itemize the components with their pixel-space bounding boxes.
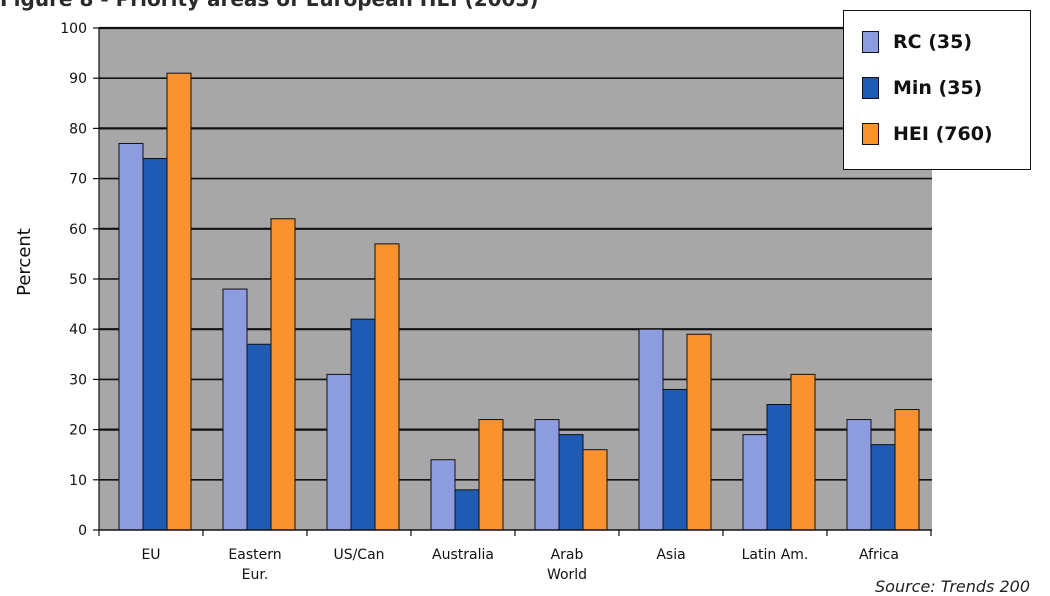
x-tick-label: Africa [859,547,899,563]
bar-min [558,434,584,531]
bar-hei [478,419,504,531]
y-tick-label: 30 [69,372,87,388]
x-tick-label: Arab [551,547,584,563]
legend-swatch-rc [862,31,879,53]
x-tick-label: Australia [432,547,494,563]
bar-rc [430,459,456,531]
y-tick-label: 50 [69,272,87,288]
bar-rc [534,419,560,531]
bar-hei [166,72,192,531]
bar-min [350,318,376,531]
bar-min [662,388,688,531]
legend-item-rc: RC (35) [862,29,972,55]
bar-rc [638,328,664,531]
y-tick-label: 80 [69,121,87,137]
bar-hei [582,449,608,531]
bar-hei [686,333,712,531]
legend-item-min: Min (35) [862,75,982,101]
y-axis: 0 10 20 30 40 50 60 70 80 90 100 [60,21,100,539]
bar-min [766,404,792,531]
y-axis-label: Percent [14,228,35,296]
legend-label-min: Min (35) [893,77,983,99]
y-tick-label: 10 [69,473,87,489]
x-tick-label: Eur. [242,567,269,583]
bar-min [454,489,480,531]
bar-hei [374,243,400,531]
x-tick-label: Asia [656,547,685,563]
bar-hei [270,218,296,531]
y-tick-label: 60 [69,222,87,238]
legend-swatch-min [862,77,879,99]
bar-rc [118,142,144,531]
legend-swatch-hei [862,123,879,145]
y-tick-label: 0 [78,523,87,539]
y-tick-label: 40 [69,322,87,338]
legend-item-hei: HEI (760) [862,121,993,147]
bar-hei [894,409,920,531]
bar-rc [742,434,768,531]
legend-label-hei: HEI (760) [893,123,993,145]
chart-title: Figure 8 - Priority areas of European HE… [0,0,539,11]
x-tick-label: World [547,567,587,583]
bar-rc [222,288,248,531]
bar-hei [790,373,816,531]
bars [118,72,920,531]
y-tick-label: 20 [69,423,87,439]
x-tick-label: Eastern [228,547,281,563]
y-tick-label: 70 [69,172,87,188]
x-axis: EU Eastern Eur. US/Can Australia Arab World Asi… [98,529,932,583]
y-tick-label: 90 [69,71,87,87]
bar-min [142,158,168,531]
source-note: Source: Trends 200 [875,577,1030,596]
x-tick-label: EU [141,547,160,563]
legend-label-rc: RC (35) [893,31,972,53]
bar-min [870,444,896,531]
x-tick-label: Latin Am. [742,547,809,563]
legend: RC (35) Min (35) HEI (760) [843,10,1031,170]
x-tick-label: US/Can [333,547,384,563]
bar-rc [846,419,872,531]
y-tick-label: 100 [60,21,87,37]
bar-min [246,343,272,531]
bar-rc [326,373,352,531]
